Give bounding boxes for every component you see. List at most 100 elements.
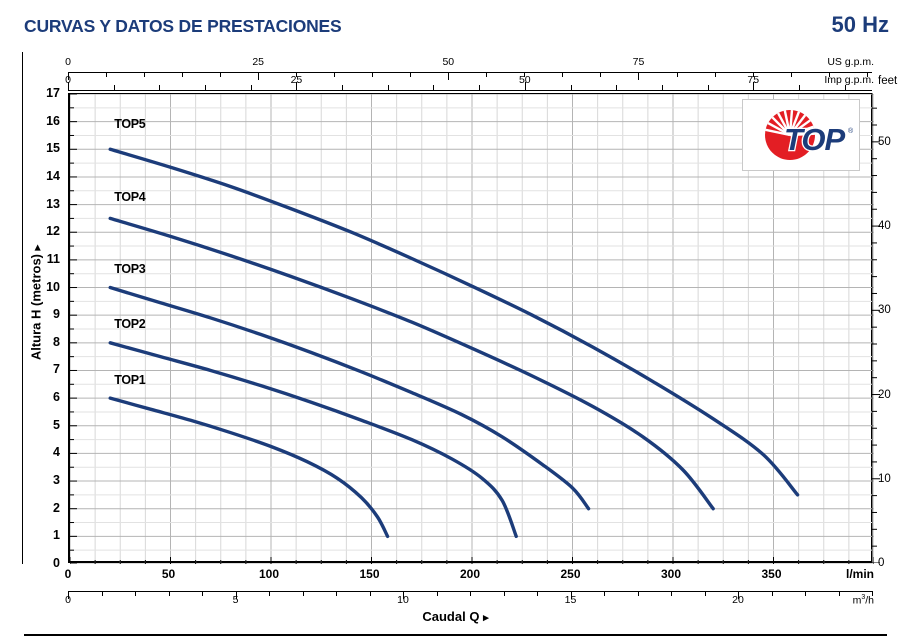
m3h-scale-tick: [704, 591, 706, 596]
top-logo-svg: TOP ®: [765, 109, 854, 160]
imp-gpm-scale-tick: [524, 82, 526, 90]
us-gpm-scale-label-50: 50: [442, 56, 455, 68]
us-gpm-scale: 0 25 50 75 US g.p.m.: [65, 56, 874, 80]
grid-lines: [70, 94, 874, 564]
m3h-scale-tick: [269, 591, 270, 596]
m3h-scale-tick: [771, 591, 773, 596]
us-gpm-scale-tick: [714, 72, 716, 77]
imp-gpm-scale-tick: [433, 85, 435, 90]
m3h-scale-tick: [838, 591, 840, 596]
y-tick-8: 8: [53, 334, 60, 349]
y-tick-10: 10: [46, 279, 60, 294]
m3h-scale-tick: [570, 591, 572, 599]
m3h-scale-tick: [336, 591, 337, 596]
m3h-scale-tick: [503, 591, 505, 596]
feet-unit-label: feet: [878, 75, 898, 87]
imp-gpm-scale-tick: [387, 85, 389, 90]
imp-gpm-scale-label-0: 0: [65, 74, 71, 86]
imp-gpm-scale-tick: [707, 85, 709, 90]
us-gpm-scale-tick: [866, 72, 868, 77]
page-header: CURVAS Y DATOS DE PRESTACIONES 50 Hz: [0, 0, 911, 46]
m3h-scale-tick: [168, 591, 170, 596]
y-tick-6: 6: [53, 390, 60, 405]
us-gpm-scale-tick: [106, 72, 108, 77]
curve-top2: [108, 341, 518, 539]
imp-gpm-scale-tick: [616, 85, 618, 90]
m3h-scale-label-15: 15: [564, 594, 577, 606]
x-axis-arrow-icon: ▸: [483, 612, 489, 624]
imp-gpm-scale-tick: [205, 85, 207, 90]
m3h-scale-tick: [202, 591, 203, 596]
us-gpm-scale-tick: [258, 72, 260, 80]
m3h-scale: 0 5 10 15 20 m3/h: [65, 591, 874, 607]
m3h-scale-tick: [135, 591, 136, 596]
imp-gpm-scale-tick: [68, 82, 69, 90]
lmin-label-350: 350: [761, 567, 782, 581]
us-gpm-scale-label-75: 75: [632, 56, 645, 68]
lmin-scale: 0 50 100 150 200 250 300 350 l/min: [65, 563, 874, 581]
m3h-scale-tick: [369, 591, 371, 596]
m3h-scale-tick: [470, 591, 471, 596]
us-gpm-scale-tick: [524, 72, 526, 77]
lmin-label-200: 200: [459, 567, 481, 581]
us-gpm-scale-tick: [600, 72, 602, 77]
feet-tick-20: 20: [878, 388, 891, 401]
us-gpm-scale-tick: [410, 72, 412, 77]
curves-svg: [70, 94, 874, 564]
us-gpm-scale-line: [68, 72, 872, 73]
imp-gpm-scale-tick: [113, 85, 115, 90]
y-tick-17: 17: [46, 86, 60, 100]
logo-wordmark: TOP ®: [783, 121, 854, 159]
m3h-scale-tick: [235, 591, 237, 599]
lmin-label-150: 150: [359, 567, 380, 581]
y-tick-1: 1: [53, 528, 60, 543]
us-gpm-scale-tick: [144, 72, 146, 77]
curve-top3: [108, 285, 591, 511]
y-tick-14: 14: [46, 168, 60, 183]
imp-gpm-scale-tick: [250, 85, 252, 90]
feet-tick-30: 30: [878, 304, 891, 317]
m3h-scale-unit: m3/h: [852, 594, 874, 607]
m3h-scale-tick: [403, 591, 404, 599]
imp-gpm-scale-label-50: 50: [518, 74, 531, 86]
us-gpm-scale-tick: [486, 72, 488, 77]
feet-tick-40: 40: [878, 220, 891, 233]
lmin-label-100: 100: [258, 567, 280, 581]
y-tick-9: 9: [53, 307, 60, 322]
svg-text:®: ®: [848, 127, 854, 135]
y-tick-7: 7: [53, 362, 60, 377]
x-tick-marks: [70, 557, 874, 564]
lmin-unit: l/min: [845, 567, 874, 581]
curve-top5: [108, 147, 800, 497]
x-axis-title-text: Caudal Q: [422, 609, 480, 624]
m3h-scale-tick: [872, 591, 873, 596]
us-gpm-scale-tick: [448, 72, 450, 80]
m3h-scale-label-5: 5: [232, 594, 239, 606]
imp-gpm-scale-label-75: 75: [747, 74, 760, 86]
m3h-scale-tick: [604, 591, 605, 596]
us-gpm-scale-tick: [676, 72, 678, 77]
y-tick-2: 2: [53, 500, 60, 515]
imp-gpm-scale-tick: [342, 85, 344, 90]
y-tick-5: 5: [53, 417, 60, 432]
imp-gpm-scale: 0 25 50 75 Imp g.p.m.: [65, 74, 874, 91]
left-border-rule: [22, 52, 23, 564]
svg-text:TOP: TOP: [784, 122, 845, 157]
us-gpm-scale-tick: [182, 72, 184, 77]
us-gpm-scale-tick: [334, 72, 336, 77]
lmin-label-50: 50: [161, 567, 176, 581]
top-logo: TOP ®: [742, 99, 860, 171]
m3h-scale-tick: [637, 591, 639, 596]
imp-gpm-scale-tick: [159, 85, 161, 90]
imp-gpm-scale-tick: [798, 85, 800, 90]
y-tick-marks: [70, 94, 77, 564]
lmin-label-250: 250: [560, 567, 581, 581]
y-tick-4: 4: [53, 445, 60, 460]
m3h-scale-tick: [68, 591, 69, 599]
y-tick-13: 13: [46, 196, 60, 211]
m3h-scale-tick: [738, 591, 739, 599]
x-axis-title: Caudal Q ▸: [0, 609, 911, 624]
footer-divider: [24, 634, 887, 636]
